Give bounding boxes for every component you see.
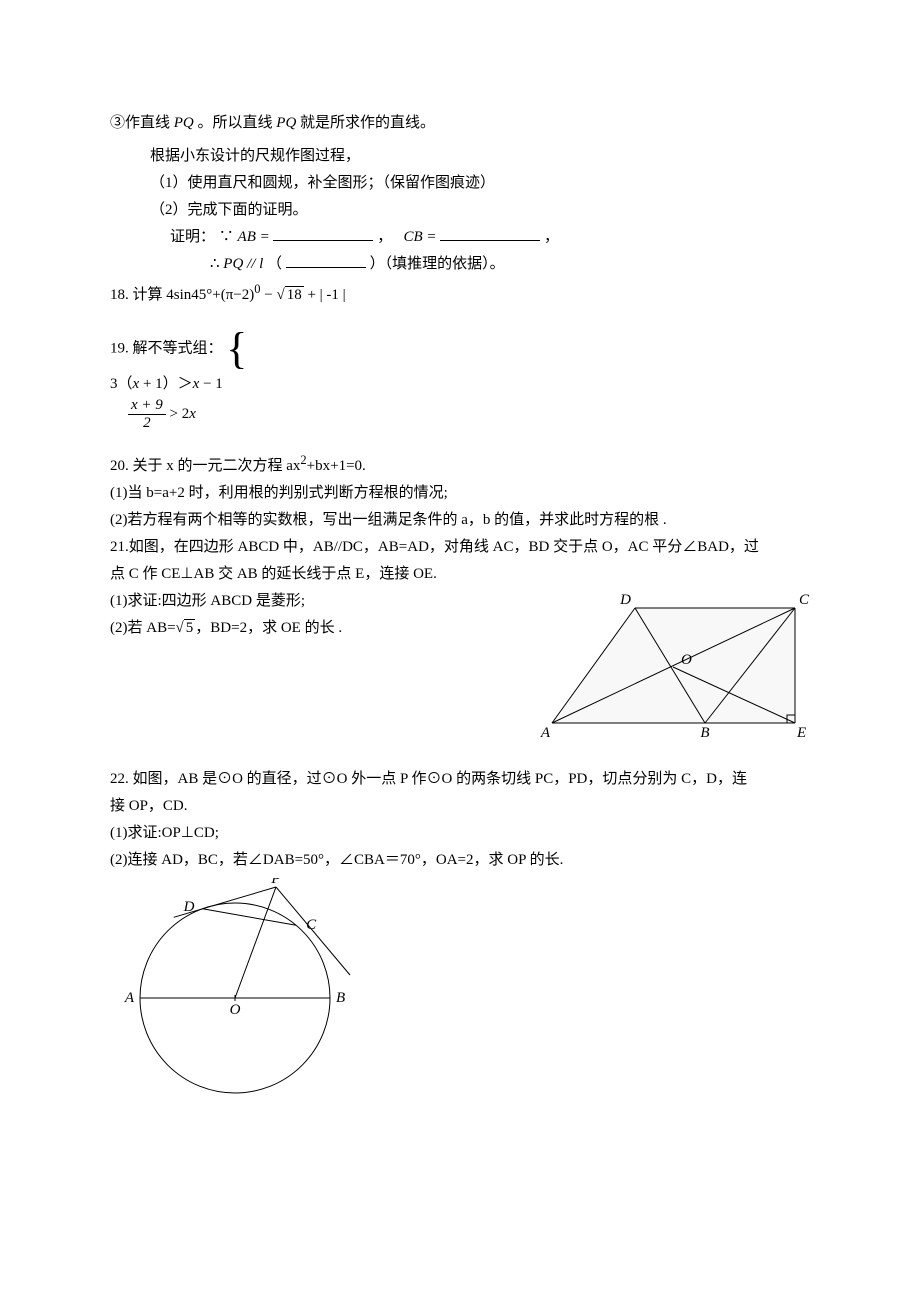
lit: + 1）＞	[139, 376, 192, 392]
expr: 计算 4sin45°+(π−2)	[133, 287, 255, 303]
therefore-symbol: ∴	[210, 256, 220, 272]
svg-text:D: D	[619, 592, 631, 608]
svg-text:P: P	[270, 878, 280, 887]
math: PQ	[276, 115, 296, 131]
svg-text:B: B	[336, 990, 345, 1006]
because-symbol: ∵	[219, 229, 234, 245]
p18: 18. 计算 4sin45°+(π−2)0 − √18 + | -1 |	[110, 278, 810, 309]
sup: 0	[254, 282, 260, 296]
p22-figure: A B O D C P	[110, 878, 810, 1108]
svg-text:D: D	[183, 899, 195, 915]
problem-number: 19.	[110, 340, 129, 356]
text: 关于 x 的一元二次方程 ax	[133, 458, 301, 474]
p17-line-3: ③作直线 PQ 。所以直线 PQ 就是所求作的直线。	[110, 110, 810, 137]
svg-text:A: A	[540, 725, 551, 738]
p20-part2: (2)若方程有两个相等的实数根，写出一组满足条件的 a，b 的值，并求此时方程的…	[110, 507, 810, 534]
text: 解不等式组：	[133, 340, 223, 356]
var: x	[131, 397, 138, 413]
lit: 3（	[110, 376, 133, 392]
fill-blank	[273, 225, 373, 241]
lit: − 1	[199, 376, 222, 392]
svg-text:A: A	[124, 990, 135, 1006]
svg-text:E: E	[796, 725, 806, 738]
p22-part2: (2)连接 AD，BC，若∠DAB=50°，∠CBA＝70°，OA=2，求 OP…	[110, 847, 810, 874]
proof-label: 证明：	[170, 229, 215, 245]
p22-part1: (1)求证:OP⊥CD;	[110, 820, 810, 847]
fill-blank	[440, 225, 540, 241]
p17-step2: （2）完成下面的证明。	[110, 197, 810, 224]
math: PQ	[174, 115, 194, 131]
svg-text:C: C	[306, 917, 317, 933]
p17-proof-line1: 证明： ∵ AB = ， CB = ，	[110, 224, 810, 251]
text: ，	[377, 229, 392, 245]
svg-text:B: B	[700, 725, 709, 738]
fill-blank	[286, 252, 366, 268]
expr: + | -1 |	[307, 287, 345, 303]
p20-part1: (1)当 b=a+2 时，利用根的判别式判断方程根的情况;	[110, 480, 810, 507]
minus: −	[264, 287, 272, 303]
problem-number: 18.	[110, 287, 129, 303]
lit: > 2	[170, 406, 190, 422]
p22-intro2: 接 OP，CD.	[110, 793, 810, 820]
fraction: x + 9 2	[128, 398, 166, 431]
p19: 19. 解不等式组： {	[110, 327, 810, 371]
math: PQ // l	[223, 256, 263, 272]
p17-step1: （1）使用直尺和圆规，补全图形；（保留作图痕迹）	[110, 170, 810, 197]
inequality-system: {	[226, 327, 251, 371]
text: ③作直线	[110, 115, 170, 131]
math: AB =	[238, 229, 270, 245]
den: 2	[128, 414, 166, 431]
p17-proof-line2: ∴ PQ // l （ ）（填推理的依据）。	[110, 251, 810, 278]
text: ，BD=2，求 OE 的长 .	[195, 620, 342, 636]
p21-intro1: 21.如图，在四边形 ABCD 中，AB//DC，AB=AD，对角线 AC，BD…	[110, 534, 810, 561]
p21-figure: A B E D C O	[540, 588, 810, 748]
p21-block: 21.如图，在四边形 ABCD 中，AB//DC，AB=AD，对角线 AC，BD…	[110, 534, 810, 748]
lit: + 9	[138, 397, 163, 413]
ineq-line-1: 3（x + 1）＞x − 1	[110, 371, 810, 398]
text: ）（填推理的依据）。	[370, 256, 505, 272]
problem-number: 21.	[110, 539, 129, 555]
text: （	[267, 256, 282, 272]
svg-text:C: C	[799, 592, 810, 608]
radicand: 5	[184, 619, 196, 636]
text: 如图，在四边形 ABCD 中，AB//DC，AB=AD，对角线 AC，BD 交于…	[129, 539, 759, 555]
problem-number: 22.	[110, 771, 133, 787]
text: ，	[544, 229, 559, 245]
text: +bx+1=0.	[307, 458, 366, 474]
ineq-line-2: x + 9 2 > 2x	[110, 398, 810, 431]
text: 如图，AB 是⊙O 的直径，过⊙O 外一点 P 作⊙O 的两条切线 PC，PD，…	[133, 771, 747, 787]
svg-text:O: O	[230, 1002, 241, 1018]
text: 。所以直线	[198, 115, 273, 131]
p20-intro: 20. 关于 x 的一元二次方程 ax2+bx+1=0.	[110, 449, 810, 480]
p17-intro: 根据小东设计的尺规作图过程，	[110, 143, 810, 170]
var: x	[189, 406, 196, 422]
text: 就是所求作的直线。	[300, 115, 435, 131]
svg-text:O: O	[681, 652, 692, 668]
math: CB =	[404, 229, 437, 245]
p21-intro2: 点 C 作 CE⊥AB 交 AB 的延长线于点 E，连接 OE.	[110, 561, 810, 588]
p22-intro1: 22. 如图，AB 是⊙O 的直径，过⊙O 外一点 P 作⊙O 的两条切线 PC…	[110, 766, 810, 793]
text: (2)若 AB=	[110, 620, 176, 636]
radicand: 18	[285, 286, 304, 303]
problem-number: 20.	[110, 458, 129, 474]
